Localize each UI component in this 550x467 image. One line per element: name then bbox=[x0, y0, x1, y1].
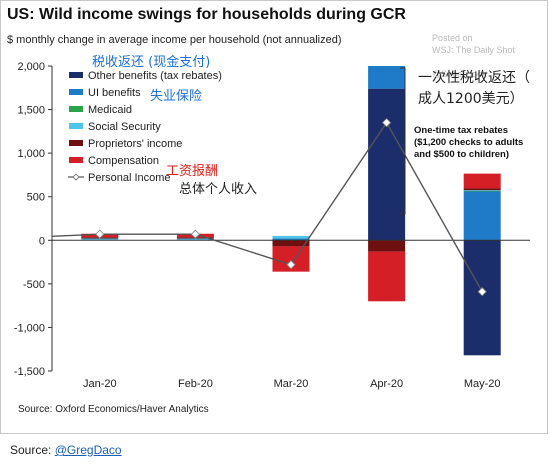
chart-title: US: Wild income swings for households du… bbox=[7, 6, 406, 23]
legend-label: Other benefits (tax rebates) bbox=[88, 70, 222, 82]
personal-income-point bbox=[286, 260, 296, 270]
legend-label: Compensation bbox=[88, 155, 159, 167]
source-link[interactable]: @GregDaco bbox=[54, 443, 122, 457]
watermark-line: Posted on bbox=[432, 33, 473, 43]
annotation-en-line: and $500 to children) bbox=[414, 149, 509, 160]
y-tick-label: 2,000 bbox=[17, 61, 45, 73]
bar-segment-proprietors-income bbox=[272, 240, 310, 247]
legend-label: Social Security bbox=[88, 121, 161, 133]
legend-label: UI benefits bbox=[88, 87, 141, 99]
bar-segment-social-security bbox=[463, 190, 501, 191]
bar-segment-proprietors-income bbox=[463, 188, 501, 191]
personal-income-line bbox=[51, 121, 483, 293]
legend-swatch bbox=[69, 89, 83, 95]
y-tick-label: 0 bbox=[39, 235, 45, 247]
bar-segment-medicaid bbox=[463, 190, 501, 192]
legend-label: Proprietors' income bbox=[88, 138, 182, 150]
legend-label: Personal Income bbox=[88, 172, 171, 184]
legend-swatch bbox=[69, 157, 83, 163]
legend-cn-other-benefits: 税收返还 (现金支付) bbox=[92, 54, 210, 70]
legend-swatch bbox=[69, 123, 83, 129]
annotation-en-line: One-time tax rebates bbox=[414, 125, 508, 136]
watermark-line: WSJ: The Daily Shot bbox=[432, 45, 515, 55]
bar-segment-compensation bbox=[368, 251, 406, 302]
legend-cn-compensation: 工资报酬 bbox=[166, 164, 218, 179]
x-tick-label: Mar-20 bbox=[274, 378, 309, 390]
y-tick-label: 500 bbox=[27, 192, 45, 204]
personal-income-point bbox=[477, 287, 487, 297]
y-tick-label: -1,500 bbox=[14, 366, 45, 378]
x-tick-label: May-20 bbox=[464, 378, 501, 390]
personal-income-point bbox=[95, 229, 105, 239]
watermark-line: @Sober_look bbox=[432, 69, 487, 79]
y-tick-label: 1,500 bbox=[17, 105, 45, 117]
y-tick-label: -500 bbox=[23, 279, 45, 291]
y-tick-label: 1,000 bbox=[17, 148, 45, 160]
annotation-en-line: ($1,200 checks to adults bbox=[414, 137, 523, 148]
legend-swatch bbox=[69, 72, 83, 78]
x-tick-label: Feb-20 bbox=[178, 378, 213, 390]
chart-subtitle: $ monthly change in average income per h… bbox=[7, 34, 342, 46]
x-tick-label: Jan-20 bbox=[83, 378, 117, 390]
page-source: Source: @GregDaco bbox=[10, 443, 122, 457]
bar-segment-compensation bbox=[463, 173, 501, 189]
bar-segment-social-security bbox=[81, 238, 119, 241]
annotation-bracket bbox=[400, 67, 406, 215]
chart-frame bbox=[0, 0, 548, 434]
bar-segment-proprietors-income bbox=[368, 240, 406, 252]
legend-label: Medicaid bbox=[88, 104, 132, 116]
bar-segment-ui-benefits bbox=[463, 191, 501, 241]
bar-segment-other-benefits bbox=[368, 88, 406, 241]
bar-segment-social-security bbox=[272, 235, 310, 239]
annotation-cn-line: 成人1200美元） bbox=[418, 91, 524, 107]
x-tick-label: Apr-20 bbox=[370, 378, 403, 390]
chart-source: Source: Oxford Economics/Haver Analytics bbox=[18, 404, 209, 415]
personal-income-point bbox=[382, 118, 392, 128]
y-tick-label: -1,000 bbox=[14, 322, 45, 334]
legend-cn-ui-benefits: 失业保险 bbox=[150, 89, 202, 104]
personal-income-point bbox=[190, 229, 200, 239]
bar-segment-other-benefits bbox=[463, 240, 501, 356]
annotation-cn-line: 一次性税收返还（ bbox=[418, 70, 530, 86]
bar-segment-ui-benefits bbox=[368, 66, 406, 89]
legend-diamond-marker bbox=[72, 173, 80, 181]
legend-swatch bbox=[69, 140, 83, 146]
legend-cn-personal-income: 总体个人收入 bbox=[179, 182, 257, 197]
bar-segment-social-security bbox=[176, 238, 214, 241]
bar-segment-ui-benefits bbox=[272, 238, 310, 241]
watermark: Posted on WSJ: The Daily Shot @Sober_loo… bbox=[432, 32, 515, 80]
page-source-prefix: Source: bbox=[10, 443, 55, 457]
legend-swatch bbox=[69, 106, 83, 112]
